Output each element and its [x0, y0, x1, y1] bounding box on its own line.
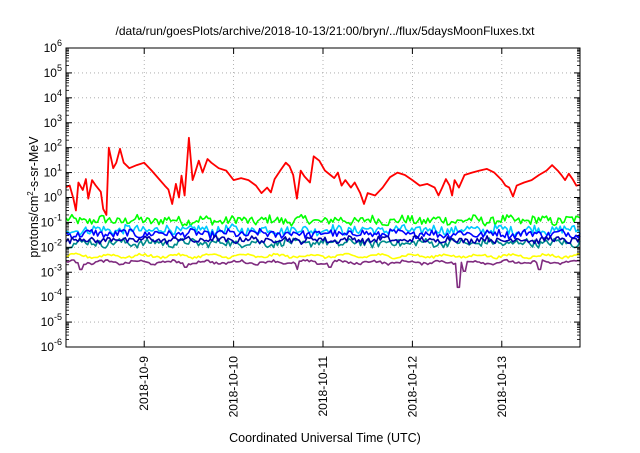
x-tick-label: 2018-10-12	[405, 356, 419, 418]
y-tick-label: 106	[44, 38, 62, 55]
y-tick-label: 101	[44, 163, 62, 180]
series-line	[65, 136, 581, 216]
x-tick-label: 2018-10-9	[137, 356, 151, 411]
series-line	[65, 252, 581, 260]
y-tick-label: 103	[44, 113, 62, 130]
x-tick-label: 2018-10-13	[495, 356, 509, 418]
series-line	[65, 235, 581, 245]
series-line	[65, 258, 581, 289]
y-axis-label: protons/cm2-s-sr-MeV	[26, 136, 41, 258]
x-tick-label: 2018-10-10	[227, 356, 241, 418]
x-tick-label: 2018-10-11	[316, 356, 330, 417]
y-tick-label: 10-5	[41, 312, 62, 329]
y-tick-label: 105	[44, 63, 62, 80]
series-line	[65, 223, 581, 237]
y-tick-label: 104	[44, 88, 62, 105]
series-line	[65, 227, 581, 240]
y-tick-label: 10-6	[41, 337, 62, 354]
y-tick-label: 10-2	[41, 237, 62, 254]
y-tick-label: 10-1	[41, 212, 62, 229]
ticks: 10-6 10-5 10-4 10-3 10-2 10-1 100 101 102 103 104 1…	[41, 38, 580, 417]
y-tick-label: 100	[44, 188, 62, 205]
series-line	[65, 213, 581, 227]
grid	[66, 48, 580, 347]
series-group	[65, 136, 581, 289]
y-tick-label: 10-4	[41, 287, 62, 304]
y-tick-label: 102	[44, 138, 62, 155]
chart-title: /data/run/goesPlots/archive/2018-10-13/2…	[116, 24, 536, 38]
x-axis-label: Coordinated Universal Time (UTC)	[229, 431, 421, 445]
y-tick-label: 10-3	[41, 262, 62, 279]
